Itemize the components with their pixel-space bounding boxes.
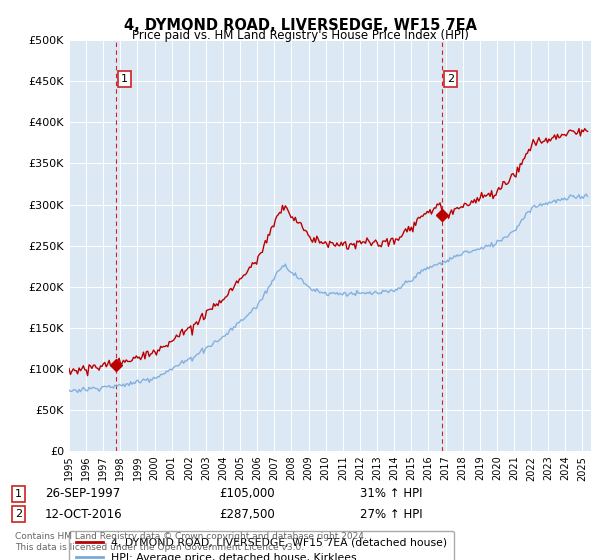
Text: Price paid vs. HM Land Registry's House Price Index (HPI): Price paid vs. HM Land Registry's House … [131, 29, 469, 42]
Text: £287,500: £287,500 [219, 507, 275, 521]
Text: 12-OCT-2016: 12-OCT-2016 [45, 507, 122, 521]
Text: Contains HM Land Registry data © Crown copyright and database right 2024.: Contains HM Land Registry data © Crown c… [15, 532, 367, 541]
Text: 31% ↑ HPI: 31% ↑ HPI [360, 487, 422, 501]
Legend: 4, DYMOND ROAD, LIVERSEDGE, WF15 7EA (detached house), HPI: Average price, detac: 4, DYMOND ROAD, LIVERSEDGE, WF15 7EA (de… [69, 531, 454, 560]
Text: This data is licensed under the Open Government Licence v3.0.: This data is licensed under the Open Gov… [15, 543, 304, 552]
Text: 2: 2 [447, 74, 454, 84]
Text: 1: 1 [121, 74, 128, 84]
Text: £105,000: £105,000 [219, 487, 275, 501]
Text: 2: 2 [15, 509, 22, 519]
Text: 1: 1 [15, 489, 22, 499]
Text: 26-SEP-1997: 26-SEP-1997 [45, 487, 120, 501]
Text: 27% ↑ HPI: 27% ↑ HPI [360, 507, 422, 521]
Text: 4, DYMOND ROAD, LIVERSEDGE, WF15 7EA: 4, DYMOND ROAD, LIVERSEDGE, WF15 7EA [124, 18, 476, 33]
